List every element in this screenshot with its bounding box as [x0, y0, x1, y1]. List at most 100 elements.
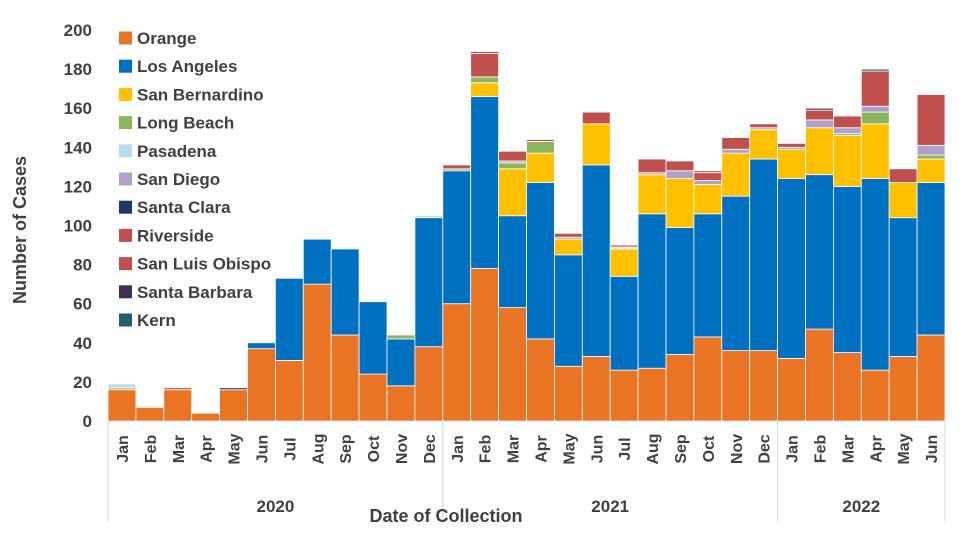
bar-segment: [386, 338, 416, 387]
x-tick-label: Nov: [394, 434, 411, 464]
bar-segment: [470, 53, 500, 78]
bar-segment: [777, 178, 806, 359]
bar-segment: [526, 141, 555, 154]
legend-label: San Luis Obispo: [137, 255, 271, 274]
bar-segment: [330, 334, 360, 422]
legend-swatch: [119, 59, 132, 73]
x-tick-label: Jun: [589, 435, 606, 463]
legend-swatch: [119, 87, 132, 101]
bar-segment: [833, 115, 862, 129]
x-tick-label: Mar: [506, 435, 523, 463]
bar-segment: [274, 277, 304, 361]
bar-segment: [498, 162, 527, 170]
legend-swatch: [119, 31, 132, 45]
bar-segment: [888, 182, 918, 219]
bar-segment: [888, 168, 918, 183]
x-tick-label: Aug: [645, 433, 662, 464]
bar-segment: [581, 111, 611, 125]
x-tick-label: Jun: [924, 435, 941, 463]
y-tick-label: 80: [73, 256, 92, 275]
bar-segment: [554, 238, 583, 256]
bar-segment: [693, 170, 723, 174]
bar-segment: [442, 303, 472, 422]
legend-label: San Bernardino: [137, 85, 264, 104]
legend-label: Santa Barbara: [137, 283, 253, 302]
bar-segment: [749, 123, 779, 129]
bar-segment: [777, 358, 806, 422]
bar-segment: [526, 182, 555, 340]
bar-segment: [805, 119, 834, 129]
year-label: 2022: [842, 497, 880, 516]
bar-segment: [442, 170, 472, 305]
bar-segment: [721, 350, 751, 422]
bar-segment: [888, 217, 918, 357]
legend-swatch: [119, 172, 132, 186]
bar-segment: [860, 70, 890, 107]
x-tick-label: Sep: [338, 434, 355, 464]
bar-segment: [721, 152, 751, 197]
legend-swatch: [119, 257, 132, 271]
bar-segment: [637, 158, 667, 174]
x-tick-label: Jan: [450, 435, 467, 463]
legend-label: Pasadena: [137, 142, 217, 161]
x-tick-label: Apr: [199, 435, 216, 463]
bar-segment: [609, 248, 639, 277]
bar-segment: [498, 215, 527, 309]
bar-segment: [833, 352, 862, 422]
bar-segment: [526, 338, 555, 422]
bar-segment: [581, 164, 611, 357]
bar-segment: [693, 184, 723, 215]
x-tick-label: Jun: [254, 435, 271, 463]
x-tick-label: Apr: [868, 435, 885, 463]
x-tick-label: Jul: [282, 437, 299, 460]
bar-segment: [721, 137, 751, 150]
x-tick-label: Mar: [840, 435, 857, 463]
bar-segment: [805, 109, 834, 121]
bar-segment: [219, 387, 248, 391]
legend-label: Los Angeles: [137, 57, 237, 76]
x-tick-label: Oct: [366, 435, 383, 462]
y-tick-label: 200: [64, 21, 92, 40]
bar-segment: [498, 307, 527, 422]
bar-segment: [749, 350, 779, 422]
x-tick-label: Dec: [422, 434, 439, 463]
x-tick-label: Feb: [812, 435, 829, 464]
y-tick-label: 120: [64, 177, 92, 196]
legend: Orange Los Angeles San Bernardino Long Beac…: [119, 29, 271, 330]
legend-label: Santa Clara: [137, 198, 231, 217]
year-label: 2021: [591, 497, 629, 516]
bar-segment: [302, 238, 332, 285]
y-tick-label: 140: [64, 138, 92, 157]
x-tick-label: May: [227, 433, 244, 464]
bar-segment: [163, 387, 193, 391]
bar-segment: [386, 385, 416, 422]
x-tick-label: Jan: [785, 435, 802, 463]
bar-segment: [693, 336, 723, 422]
legend-label: San Diego: [137, 170, 220, 189]
bar-segment: [498, 150, 527, 162]
bar-segment: [191, 412, 220, 422]
legend-label: Riverside: [137, 226, 214, 245]
legend-swatch: [119, 313, 132, 327]
bar-segment: [916, 334, 946, 422]
legend-label: Kern: [137, 311, 176, 330]
x-tick-label: Feb: [143, 435, 160, 464]
year-label: 2020: [256, 497, 294, 516]
bar-segment: [554, 232, 583, 238]
bars: [107, 51, 946, 422]
bar-segment: [805, 174, 834, 330]
bar-segment: [721, 148, 751, 154]
bar-segment: [916, 94, 946, 146]
y-tick-label: 100: [64, 217, 92, 236]
x-tick-label: May: [561, 433, 578, 464]
bar-segment: [860, 178, 890, 371]
y-tick-label: 160: [64, 99, 92, 118]
bar-segment: [665, 160, 695, 172]
bar-segment: [777, 148, 806, 179]
bar-segment: [860, 123, 890, 179]
bar-segment: [916, 154, 946, 160]
bar-segment: [581, 123, 611, 166]
bar-segment: [414, 215, 444, 219]
bar-segment: [247, 348, 276, 422]
